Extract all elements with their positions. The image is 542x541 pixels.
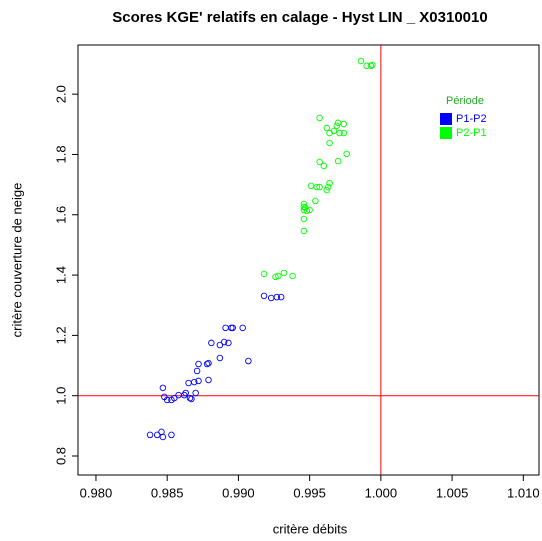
point <box>340 129 348 137</box>
point <box>245 357 252 365</box>
point <box>336 129 343 137</box>
point <box>193 367 201 375</box>
point <box>203 360 211 368</box>
point <box>369 61 376 69</box>
point <box>260 270 268 278</box>
point <box>280 269 288 277</box>
y-tick-label: 1.6 <box>53 206 68 224</box>
point <box>300 227 308 235</box>
point <box>229 324 236 332</box>
point <box>158 428 165 436</box>
legend-swatch <box>440 113 452 125</box>
x-tick-label: 0.995 <box>293 485 326 500</box>
point <box>225 339 232 347</box>
point <box>175 391 182 399</box>
point <box>267 294 275 302</box>
point <box>190 378 198 386</box>
point <box>272 273 279 281</box>
x-axis-label: critère débits <box>273 521 348 536</box>
legend-swatch <box>440 127 452 139</box>
point <box>260 292 268 300</box>
point <box>316 183 323 191</box>
point <box>357 57 365 65</box>
x-tick-label: 0.980 <box>80 485 113 500</box>
point <box>312 197 319 205</box>
y-tick-label: 0.8 <box>53 447 68 465</box>
point <box>326 179 333 187</box>
point <box>306 206 313 214</box>
point <box>367 62 375 70</box>
point <box>186 394 194 402</box>
point <box>182 389 189 397</box>
point <box>307 182 315 190</box>
x-tick-label: 0.985 <box>151 485 184 500</box>
legend-label: P2-P1 <box>456 127 487 139</box>
point <box>153 431 161 439</box>
point <box>220 338 228 346</box>
point <box>239 324 246 332</box>
point <box>192 389 199 397</box>
point <box>273 293 281 301</box>
point <box>205 376 212 384</box>
point <box>168 431 175 439</box>
point <box>300 215 308 223</box>
x-tick-label: 1.000 <box>365 485 398 500</box>
chart-title: Scores KGE' relatifs en calage - Hyst LI… <box>112 9 487 26</box>
y-tick-label: 1.2 <box>53 326 68 344</box>
point <box>316 114 323 122</box>
point <box>146 431 154 439</box>
point <box>188 395 195 403</box>
point <box>159 384 167 392</box>
point <box>313 183 321 191</box>
point <box>216 341 224 349</box>
point <box>324 183 332 191</box>
point <box>323 124 330 132</box>
point <box>340 120 348 128</box>
point <box>275 272 282 280</box>
point <box>171 394 178 402</box>
point <box>195 360 202 368</box>
x-tick-label: 1.005 <box>436 485 469 500</box>
point <box>343 150 350 158</box>
point <box>303 207 311 215</box>
point <box>185 379 192 387</box>
point <box>216 354 224 362</box>
point <box>330 127 338 135</box>
legend-title: Période <box>446 95 484 107</box>
y-axis-label: critère couverture de neige <box>9 183 24 338</box>
point <box>333 122 340 130</box>
point <box>208 339 215 347</box>
plot-frame <box>77 44 540 476</box>
point <box>334 157 342 165</box>
point <box>222 324 229 332</box>
legend-label: P1-P2 <box>456 113 487 125</box>
point <box>323 186 330 194</box>
x-tick-label: 1.010 <box>507 485 540 500</box>
point <box>277 293 285 301</box>
x-tick-label: 0.990 <box>222 485 255 500</box>
point <box>205 359 212 367</box>
y-tick-label: 1.4 <box>53 266 68 284</box>
y-tick-label: 1.8 <box>53 145 68 163</box>
point <box>316 158 323 166</box>
point <box>195 377 202 385</box>
y-tick-label: 2.0 <box>53 85 68 103</box>
point <box>326 139 333 147</box>
point <box>163 396 171 404</box>
point <box>320 162 328 170</box>
y-tick-label: 1.0 <box>53 387 68 405</box>
point <box>289 272 296 280</box>
